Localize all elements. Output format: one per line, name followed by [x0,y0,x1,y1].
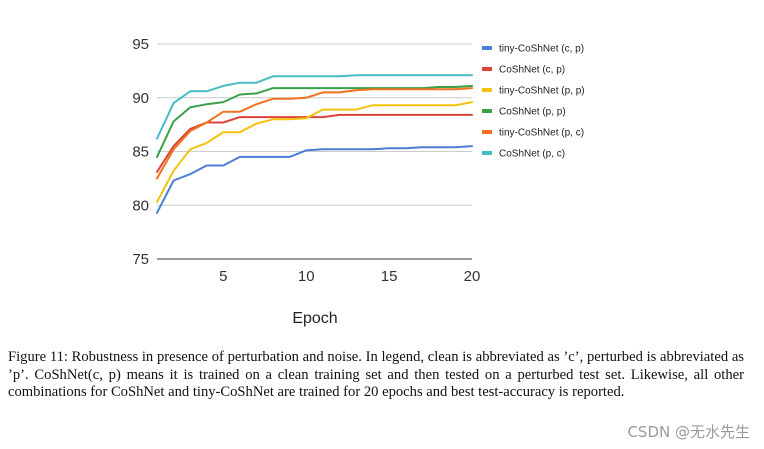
series-line-6 [156,74,473,140]
line-chart: 75 80 85 90 95 5 10 15 20 tiny-CoShNet (c, p) CoS… [132,36,585,327]
legend-swatch-4 [482,109,492,113]
x-tick-label-20: 20 [464,268,481,285]
series-line-1 [156,145,473,214]
y-tick-label-75: 75 [132,251,149,268]
legend-label-3: tiny-CoShNet (p, p) [499,86,585,97]
y-tick-label-85: 85 [132,144,149,161]
legend-swatch-3 [482,88,492,92]
legend-label-2: CoShNet (c, p) [499,65,565,76]
x-axis-title: Epoch [292,310,337,327]
series-line-2 [156,113,473,173]
legend-label-5: tiny-CoShNet (p, c) [499,128,584,139]
legend-label-4: CoShNet (p, p) [499,107,566,118]
legend-swatch-2 [482,67,492,71]
legend-label-6: CoShNet (p, c) [499,149,565,160]
figure-caption: Figure 11: Robustness in presence of per… [8,349,744,400]
series-line-3 [156,101,473,203]
series-line-5 [156,87,473,180]
gridlines [157,43,472,260]
series-line-4 [156,84,473,158]
legend-swatch-6 [482,151,492,155]
legend-swatch-1 [482,46,492,50]
y-tick-label-80: 80 [132,197,149,214]
axes: 75 80 85 90 95 5 10 15 20 [132,36,480,285]
y-tick-label-90: 90 [132,90,149,107]
x-tick-label-10: 10 [298,268,315,285]
legend-swatch-5 [482,130,492,134]
x-tick-label-5: 5 [219,268,227,285]
watermark: CSDN @无水先生 [627,423,750,441]
legend: tiny-CoShNet (c, p) CoShNet (c, p) tiny-Co… [482,44,585,160]
x-tick-label-15: 15 [381,268,398,285]
series-lines [156,74,473,214]
legend-label-1: tiny-CoShNet (c, p) [499,44,584,55]
y-tick-label-95: 95 [132,36,149,53]
